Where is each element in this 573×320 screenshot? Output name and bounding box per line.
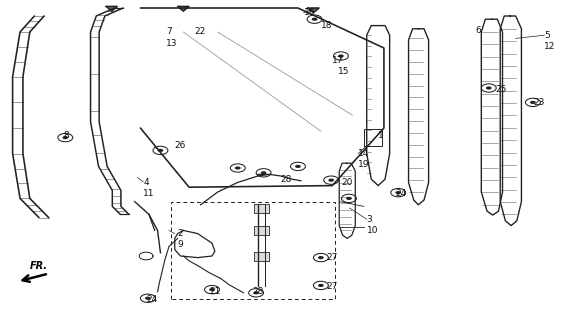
- Text: 14: 14: [358, 149, 370, 158]
- Circle shape: [346, 197, 352, 200]
- Bar: [364, 129, 382, 146]
- Text: 17: 17: [332, 56, 344, 65]
- Text: 27: 27: [327, 282, 338, 291]
- Text: 4: 4: [143, 178, 149, 187]
- Text: 28: 28: [281, 175, 292, 184]
- Circle shape: [530, 101, 536, 104]
- Text: 8: 8: [63, 132, 69, 140]
- Circle shape: [261, 171, 266, 174]
- Text: 24: 24: [146, 295, 158, 304]
- Text: 24: 24: [395, 189, 407, 198]
- Text: 6: 6: [476, 26, 481, 35]
- Polygon shape: [308, 8, 319, 13]
- Text: 1: 1: [378, 132, 384, 140]
- Text: 16: 16: [304, 8, 315, 17]
- Text: 5: 5: [544, 31, 550, 40]
- Text: 21: 21: [209, 287, 221, 296]
- Circle shape: [253, 291, 259, 294]
- Polygon shape: [106, 6, 117, 11]
- Text: 13: 13: [166, 39, 178, 48]
- Text: 7: 7: [166, 28, 172, 36]
- Text: 25: 25: [496, 85, 507, 94]
- Text: 26: 26: [175, 141, 186, 150]
- Circle shape: [62, 136, 68, 139]
- Text: 12: 12: [544, 42, 556, 51]
- Text: 10: 10: [367, 226, 378, 235]
- Text: 9: 9: [178, 240, 183, 249]
- Circle shape: [145, 297, 151, 300]
- Bar: [254, 226, 269, 235]
- Text: 28: 28: [252, 287, 264, 296]
- Circle shape: [338, 54, 344, 58]
- Bar: [254, 204, 269, 213]
- Text: 22: 22: [195, 28, 206, 36]
- Circle shape: [209, 288, 215, 291]
- Circle shape: [312, 18, 317, 21]
- Circle shape: [318, 284, 324, 287]
- Circle shape: [158, 149, 163, 152]
- Text: 11: 11: [143, 189, 155, 198]
- Bar: [254, 252, 269, 261]
- Text: 20: 20: [341, 178, 352, 187]
- Circle shape: [295, 165, 301, 168]
- Circle shape: [395, 191, 401, 194]
- Text: 3: 3: [367, 215, 372, 224]
- Text: 18: 18: [321, 21, 332, 30]
- Circle shape: [486, 86, 492, 90]
- Text: 19: 19: [358, 160, 370, 169]
- Text: 27: 27: [327, 253, 338, 262]
- Polygon shape: [178, 6, 189, 11]
- Circle shape: [328, 179, 334, 182]
- Text: 2: 2: [178, 229, 183, 238]
- Circle shape: [318, 256, 324, 259]
- Text: FR.: FR.: [30, 261, 48, 271]
- Text: 15: 15: [338, 68, 350, 76]
- Text: 23: 23: [533, 98, 544, 107]
- Circle shape: [235, 166, 241, 170]
